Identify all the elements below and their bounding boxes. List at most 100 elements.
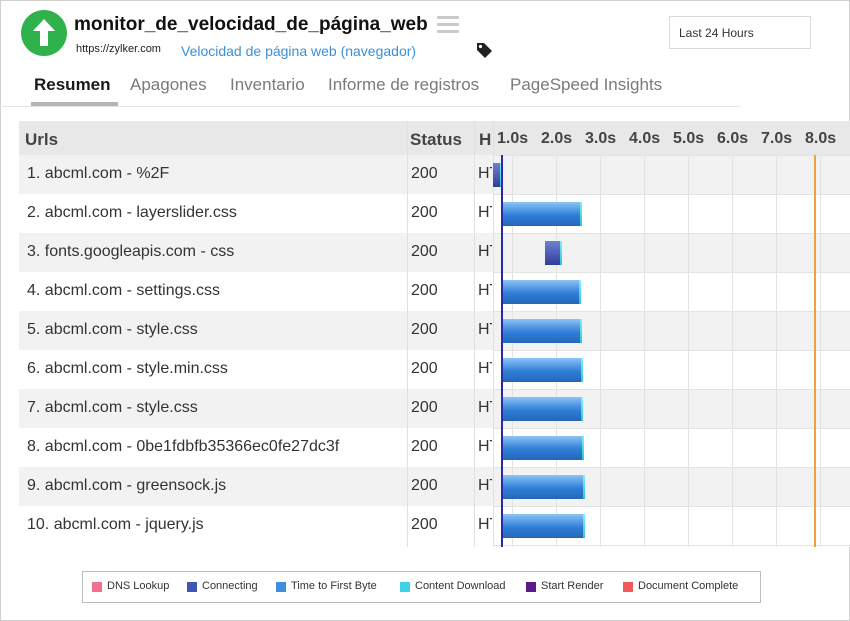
legend-swatch xyxy=(92,582,102,592)
protocol-cell: HTTP xyxy=(478,516,492,533)
chart-gridline xyxy=(512,155,513,547)
status-column-header[interactable]: Status xyxy=(410,130,462,149)
monitor-url: https://zylker.com xyxy=(76,43,161,55)
protocol-cell: HTTP xyxy=(478,438,492,455)
tab-apagones[interactable]: Apagones xyxy=(130,75,207,94)
tag-icon[interactable] xyxy=(474,41,494,61)
chart-gridline xyxy=(493,272,850,273)
download-segment xyxy=(580,358,584,382)
legend-label: DNS Lookup xyxy=(107,580,170,592)
h-column-header[interactable]: H xyxy=(479,130,492,149)
timing-bar[interactable] xyxy=(502,358,584,382)
chart-gridline xyxy=(493,233,850,234)
table-row[interactable]: 4. abcml.com - settings.css 200 HTTP xyxy=(19,272,850,311)
status-cell: 200 xyxy=(411,243,438,260)
column-separator xyxy=(407,121,408,547)
protocol-cell: HTTP xyxy=(478,165,492,182)
timing-bar[interactable] xyxy=(502,475,585,499)
download-segment xyxy=(579,202,582,226)
legend-label: Start Render xyxy=(541,580,604,592)
status-cell: 200 xyxy=(411,399,438,416)
ttfb-segment xyxy=(502,358,581,382)
chart-gridline xyxy=(776,155,777,547)
chart-gridline xyxy=(732,155,733,547)
table-row[interactable]: 9. abcml.com - greensock.js 200 HTTP xyxy=(19,467,850,506)
tab-pagespeed-insights[interactable]: PageSpeed Insights xyxy=(510,75,663,94)
chart-gridline xyxy=(493,389,850,390)
ttfb-segment xyxy=(502,280,579,304)
time-tick-label: 7.0s xyxy=(761,130,793,147)
timing-bar[interactable] xyxy=(502,280,581,304)
legend-swatch xyxy=(526,582,536,592)
table-row[interactable]: 7. abcml.com - style.css 200 HTTP xyxy=(19,389,850,428)
url-cell: 3. fonts.googleapis.com - css xyxy=(27,243,235,260)
chart-gridline xyxy=(493,194,850,195)
start-render-marker xyxy=(500,155,503,547)
tab-informe-de-registros[interactable]: Informe de registros xyxy=(328,75,480,94)
monitor-type-link[interactable]: Velocidad de página web (navegador) xyxy=(181,43,417,59)
chart-gridline xyxy=(688,155,689,547)
status-cell: 200 xyxy=(411,282,438,299)
url-cell: 6. abcml.com - style.min.css xyxy=(27,360,228,377)
connect-segment xyxy=(493,163,500,187)
timing-bar[interactable] xyxy=(502,202,582,226)
active-tab-indicator xyxy=(31,102,118,106)
table-row[interactable]: 6. abcml.com - style.min.css 200 HTTP xyxy=(19,350,850,389)
chart-gridline xyxy=(493,350,850,351)
table-row[interactable]: 3. fonts.googleapis.com - css 200 HTTP xyxy=(19,233,850,272)
timing-bar[interactable] xyxy=(502,397,584,421)
status-cell: 200 xyxy=(411,477,438,494)
legend-swatch xyxy=(623,582,633,592)
legend-swatch xyxy=(400,582,410,592)
download-segment xyxy=(579,319,582,343)
download-segment xyxy=(580,397,584,421)
time-tick-label: 3.0s xyxy=(585,130,617,147)
tabs-divider xyxy=(0,106,740,107)
monitor-name: monitor_de_velocidad_de_página_web xyxy=(74,14,428,35)
table-row[interactable]: 5. abcml.com - style.css 200 HTTP xyxy=(19,311,850,350)
timing-bar[interactable] xyxy=(502,436,585,460)
ttfb-segment xyxy=(502,397,581,421)
legend-label: Content Download xyxy=(415,580,506,592)
table-row[interactable]: 8. abcml.com - 0be1fdbfb35366ec0fe27dc3f… xyxy=(19,428,850,467)
status-cell: 200 xyxy=(411,438,438,455)
time-tick-label: 2.0s xyxy=(541,130,573,147)
timing-bar[interactable] xyxy=(493,163,502,187)
status-cell: 200 xyxy=(411,321,438,338)
url-cell: 1. abcml.com - %2F xyxy=(27,165,170,182)
download-segment xyxy=(560,241,563,265)
download-segment xyxy=(499,163,502,187)
status-cell: 200 xyxy=(411,165,438,182)
tab-inventario[interactable]: Inventario xyxy=(230,75,305,94)
protocol-cell: HTTP xyxy=(478,282,492,299)
chart-gridline xyxy=(493,467,850,468)
time-tick-label: 8.0s xyxy=(805,130,837,147)
url-cell: 8. abcml.com - 0be1fdbfb35366ec0fe27dc3f xyxy=(27,438,340,455)
chart-gridline xyxy=(820,155,821,547)
tab-resumen[interactable]: Resumen xyxy=(34,75,111,94)
table-row[interactable]: 10. abcml.com - jquery.js 200 HTTP xyxy=(19,506,850,545)
status-cell: 200 xyxy=(411,204,438,221)
timing-bar[interactable] xyxy=(502,319,582,343)
table-header: Urls Status H 1.0s 2.0s 3.0s 4.0s 5.0s 6.0s 7.… xyxy=(19,121,850,155)
waterfall-chart xyxy=(493,121,850,547)
time-range-select[interactable]: Last 24 Hours xyxy=(669,16,811,49)
hamburger-menu-icon[interactable] xyxy=(437,16,459,34)
table-row[interactable]: 2. abcml.com - layerslider.css 200 HTTP xyxy=(19,194,850,233)
ttfb-segment xyxy=(502,436,582,460)
legend-swatch xyxy=(276,582,286,592)
url-cell: 2. abcml.com - layerslider.css xyxy=(27,204,237,221)
time-tick-label: 1.0s xyxy=(497,130,529,147)
tab-bar: Resumen Apagones Inventario Informe de r… xyxy=(0,70,740,106)
chart-gridline xyxy=(493,311,850,312)
timing-bar[interactable] xyxy=(502,514,586,538)
timing-bar[interactable] xyxy=(544,241,563,265)
chart-gridline xyxy=(493,506,850,507)
ttfb-segment xyxy=(502,202,580,226)
url-cell: 5. abcml.com - style.css xyxy=(27,321,198,338)
protocol-cell: HTTP xyxy=(478,360,492,377)
table-row[interactable]: 1. abcml.com - %2F 200 HTTP xyxy=(19,155,850,194)
urls-column-header[interactable]: Urls xyxy=(25,130,59,149)
status-up-icon xyxy=(21,10,67,56)
chart-gridline xyxy=(644,155,645,547)
